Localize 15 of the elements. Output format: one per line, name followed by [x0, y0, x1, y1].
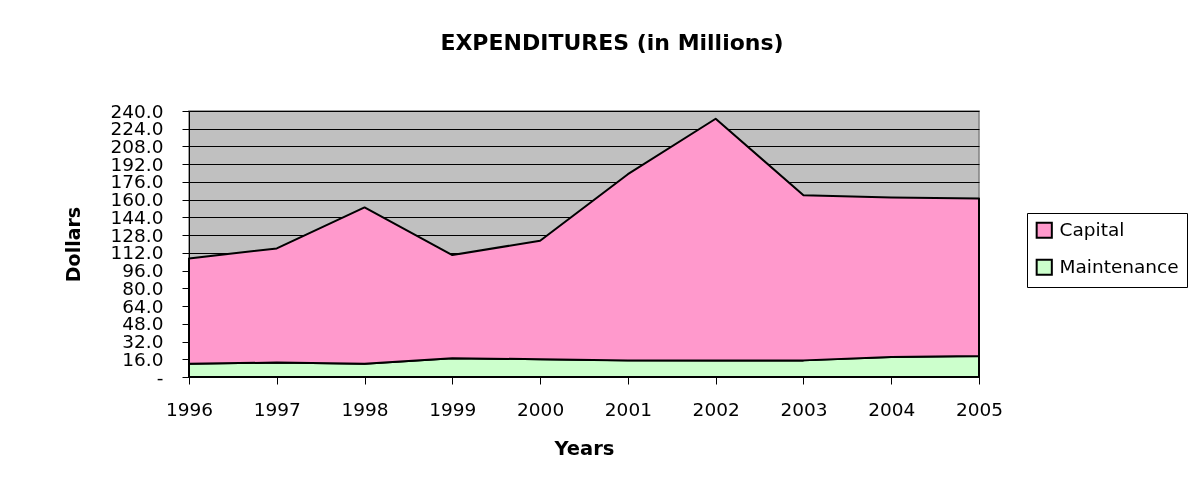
x-axis-title: Years [553, 436, 615, 460]
x-tick-label: 1997 [253, 398, 301, 420]
x-tick-label: 2000 [517, 398, 565, 420]
x-tick-label: 2002 [692, 398, 740, 420]
x-tick-label: 2004 [868, 398, 916, 420]
x-tick-label: 1996 [165, 398, 214, 420]
x-tick-label: 1999 [429, 398, 477, 420]
x-tick-label: 2001 [604, 398, 652, 420]
y-axis-title: Dollars [61, 206, 84, 283]
x-tick-label: 1998 [341, 398, 389, 420]
legend-label: Maintenance [1059, 256, 1179, 278]
x-tick-label: 2005 [955, 398, 1004, 420]
x-tick-label: 2003 [780, 398, 828, 420]
chart-title: EXPENDITURES (in Millions) [440, 30, 784, 55]
legend-label: Capital [1059, 219, 1125, 241]
